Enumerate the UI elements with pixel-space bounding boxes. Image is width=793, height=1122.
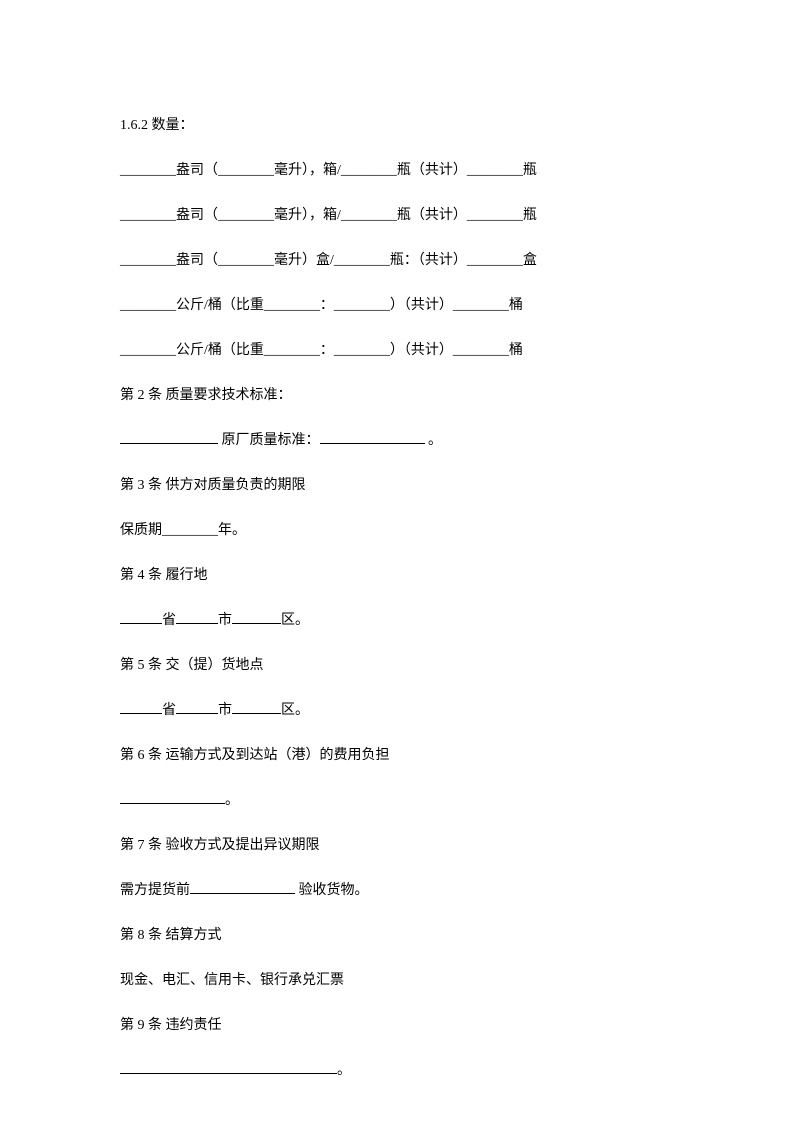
qty-line-1: ________盎司（________毫升），箱/________瓶（共计）__… xyxy=(120,160,673,181)
article-4-body: 省 市 区。 xyxy=(120,610,673,631)
article-5-header: 第 5 条 交（提）货地点 xyxy=(120,655,673,676)
article-4-blank-province xyxy=(120,623,162,624)
article-9-body: 。 xyxy=(120,1060,673,1081)
article-7-body: 需方提货前 验收货物。 xyxy=(120,880,673,901)
article-2-mid: 原厂质量标准： xyxy=(218,433,320,448)
article-5-label-province: 省 xyxy=(162,703,176,718)
article-6-body: 。 xyxy=(120,790,673,811)
article-5-label-district: 区。 xyxy=(281,703,309,718)
article-3-header: 第 3 条 供方对质量负责的期限 xyxy=(120,475,673,496)
qty-line-5: ________公斤/桶（比重________：________）（共计）___… xyxy=(120,340,673,361)
article-2-blank-2 xyxy=(320,443,425,444)
article-9-header: 第 9 条 违约责任 xyxy=(120,1015,673,1036)
article-4-label-province: 省 xyxy=(162,613,176,628)
article-6-blank xyxy=(120,803,225,804)
article-4-header: 第 4 条 履行地 xyxy=(120,565,673,586)
article-7-blank xyxy=(190,893,295,894)
article-5-blank-city xyxy=(176,713,218,714)
article-5-body: 省 市 区。 xyxy=(120,700,673,721)
section-1-6-2-title: 1.6.2 数量： xyxy=(120,115,673,136)
article-5-blank-district xyxy=(232,713,281,714)
article-6-end: 。 xyxy=(225,793,239,808)
article-4-blank-city xyxy=(176,623,218,624)
article-4-label-district: 区。 xyxy=(281,613,309,628)
article-8-header: 第 8 条 结算方式 xyxy=(120,925,673,946)
article-8-body: 现金、电汇、信用卡、银行承兑汇票 xyxy=(120,970,673,991)
article-5-blank-province xyxy=(120,713,162,714)
article-7-header: 第 7 条 验收方式及提出异议期限 xyxy=(120,835,673,856)
qty-line-3: ________盎司（________毫升）盒/________瓶：（共计）__… xyxy=(120,250,673,271)
article-6-header: 第 6 条 运输方式及到达站（港）的费用负担 xyxy=(120,745,673,766)
article-7-suffix: 验收货物。 xyxy=(295,883,369,898)
article-7-prefix: 需方提货前 xyxy=(120,883,190,898)
article-9-end: 。 xyxy=(337,1063,351,1078)
qty-line-2: ________盎司（________毫升），箱/________瓶（共计）__… xyxy=(120,205,673,226)
article-4-label-city: 市 xyxy=(218,613,232,628)
article-4-blank-district xyxy=(232,623,281,624)
article-2-end: 。 xyxy=(425,433,443,448)
article-2-blank-1 xyxy=(120,443,218,444)
article-3-body: 保质期________年。 xyxy=(120,520,673,541)
article-2-header: 第 2 条 质量要求技术标准： xyxy=(120,385,673,406)
qty-line-4: ________公斤/桶（比重________：________）（共计）___… xyxy=(120,295,673,316)
article-9-blank xyxy=(120,1073,337,1074)
article-5-label-city: 市 xyxy=(218,703,232,718)
article-2-body: 原厂质量标准： 。 xyxy=(120,430,673,451)
